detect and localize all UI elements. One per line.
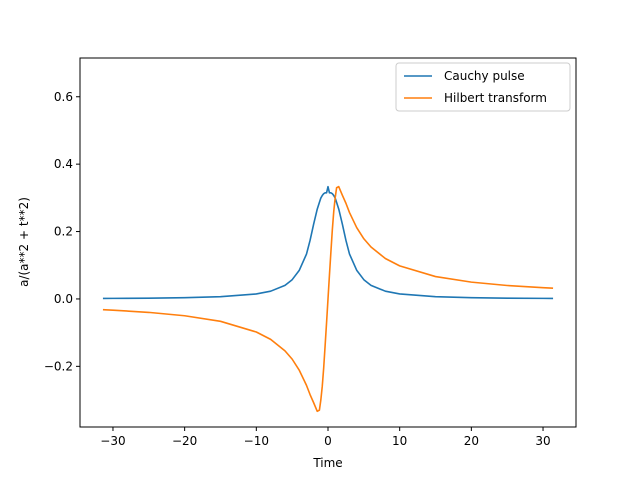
- x-axis-label: Time: [312, 456, 342, 470]
- x-tick-label: 10: [392, 434, 407, 448]
- y-tick-label: 0.4: [54, 157, 73, 171]
- series-line-cauchy-pulse: [102, 185, 554, 300]
- x-tick-label: 20: [464, 434, 479, 448]
- x-tick-label: −20: [172, 434, 197, 448]
- y-axis-ticks: −0.2 0.0 0.2 0.4 0.6: [44, 90, 80, 373]
- y-tick-label: 0.2: [54, 225, 73, 239]
- plot-area: [80, 58, 576, 427]
- y-axis-label: a/(a**2 + t**2): [17, 197, 31, 287]
- x-tick-label: 0: [324, 434, 332, 448]
- legend-label-cauchy-pulse: Cauchy pulse: [444, 69, 525, 83]
- y-tick-label: 0.6: [54, 90, 73, 104]
- x-axis-ticks: −30 −20 −10 0 10 20 30: [100, 427, 551, 448]
- series-line-hilbert-transform: [102, 185, 554, 413]
- x-tick-label: −30: [100, 434, 125, 448]
- y-tick-label: −0.2: [44, 359, 73, 373]
- legend: Cauchy pulse Hilbert transform: [395, 62, 571, 112]
- x-tick-label: 30: [535, 434, 550, 448]
- series-layer: [102, 185, 554, 413]
- y-tick-label: 0.0: [54, 292, 73, 306]
- x-tick-label: −10: [244, 434, 269, 448]
- legend-frame: [395, 62, 571, 112]
- legend-label-hilbert-transform: Hilbert transform: [444, 91, 547, 105]
